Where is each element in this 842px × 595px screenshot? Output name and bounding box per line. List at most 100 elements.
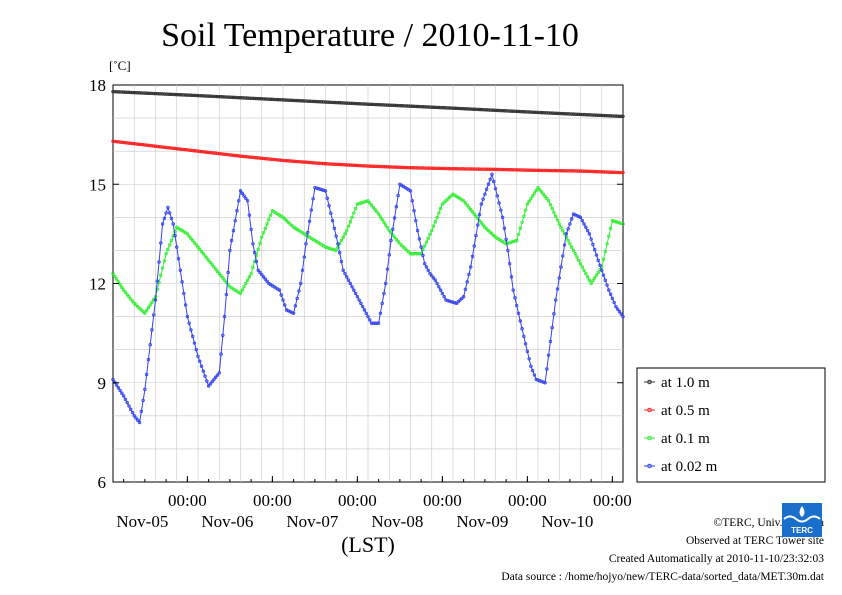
data-point (143, 143, 147, 147)
data-point (187, 321, 191, 325)
data-point (233, 218, 237, 223)
data-point (265, 222, 269, 226)
data-point (422, 105, 427, 109)
data-point (476, 223, 480, 227)
data-point (516, 109, 521, 114)
data-point (166, 145, 170, 150)
data-point (279, 158, 283, 162)
data-point (600, 170, 604, 174)
data-point (580, 265, 584, 269)
data-point (603, 249, 607, 254)
data-point (369, 321, 374, 325)
data-point (263, 226, 267, 231)
data-point (284, 218, 289, 223)
data-point (607, 114, 611, 118)
data-point (477, 107, 482, 112)
data-point (375, 102, 379, 107)
data-point (260, 97, 264, 101)
data-point (461, 106, 466, 111)
data-point (412, 166, 416, 170)
data-point (546, 353, 551, 357)
data-point (414, 252, 418, 256)
data-point (470, 107, 475, 111)
data-point (199, 249, 204, 254)
data-point (252, 250, 257, 255)
data-point (571, 169, 576, 173)
data-point (111, 271, 115, 276)
data-point (144, 372, 149, 377)
data-point (591, 242, 595, 247)
legend-label: at 1.0 m (661, 375, 710, 391)
data-point (410, 199, 414, 203)
data-point (438, 166, 443, 171)
data-point (417, 104, 422, 109)
data-point (288, 222, 292, 226)
data-point (286, 159, 291, 163)
data-point (564, 169, 569, 173)
data-point (233, 153, 237, 158)
data-point (495, 167, 499, 172)
data-point (260, 235, 264, 239)
data-point (515, 168, 519, 172)
x-axis-label: (LST) (341, 532, 395, 557)
data-point (352, 288, 356, 292)
data-point (481, 197, 485, 201)
data-point (552, 168, 556, 173)
data-point (299, 281, 303, 286)
data-point (552, 210, 556, 215)
data-point (518, 319, 522, 323)
data-point (515, 109, 519, 114)
data-point (137, 420, 142, 425)
data-point (538, 188, 542, 192)
data-point (380, 301, 384, 306)
data-point (516, 168, 521, 172)
data-point (291, 311, 296, 315)
data-point (513, 109, 517, 113)
data-point (329, 162, 333, 166)
data-point (277, 98, 282, 102)
data-point (615, 114, 620, 118)
data-point (260, 156, 264, 160)
data-point (578, 169, 583, 173)
data-point (520, 220, 524, 224)
data-point (295, 98, 299, 103)
data-point (614, 170, 618, 175)
data-point (573, 169, 577, 173)
data-point (228, 95, 232, 99)
data-point (249, 271, 253, 276)
data-point (394, 165, 399, 169)
data-point (582, 222, 586, 226)
data-point (373, 207, 377, 212)
data-point (235, 154, 239, 158)
data-point (238, 189, 243, 193)
data-point (150, 328, 154, 332)
data-point (118, 140, 122, 144)
data-point (511, 239, 515, 244)
data-point (534, 188, 538, 193)
data-point (212, 94, 216, 99)
data-point (256, 156, 260, 160)
data-point (238, 291, 243, 296)
series-at-0_1-m (111, 185, 625, 315)
data-point (113, 89, 117, 94)
data-point (295, 296, 299, 301)
data-point (596, 270, 600, 275)
data-point (548, 111, 553, 115)
data-point (201, 150, 206, 154)
data-point (530, 168, 535, 172)
data-point (557, 276, 561, 280)
data-point (251, 242, 255, 246)
data-point (256, 247, 260, 252)
x-tick-label-time: 00:00 (508, 491, 547, 510)
data-point (208, 150, 213, 155)
data-point (408, 166, 413, 170)
data-point (497, 201, 501, 205)
data-point (175, 245, 179, 249)
data-point (479, 107, 484, 112)
data-point (384, 165, 388, 169)
data-point (612, 170, 616, 175)
data-point (516, 232, 521, 237)
data-point (136, 91, 140, 95)
data-point (127, 90, 131, 95)
data-point (569, 169, 574, 173)
